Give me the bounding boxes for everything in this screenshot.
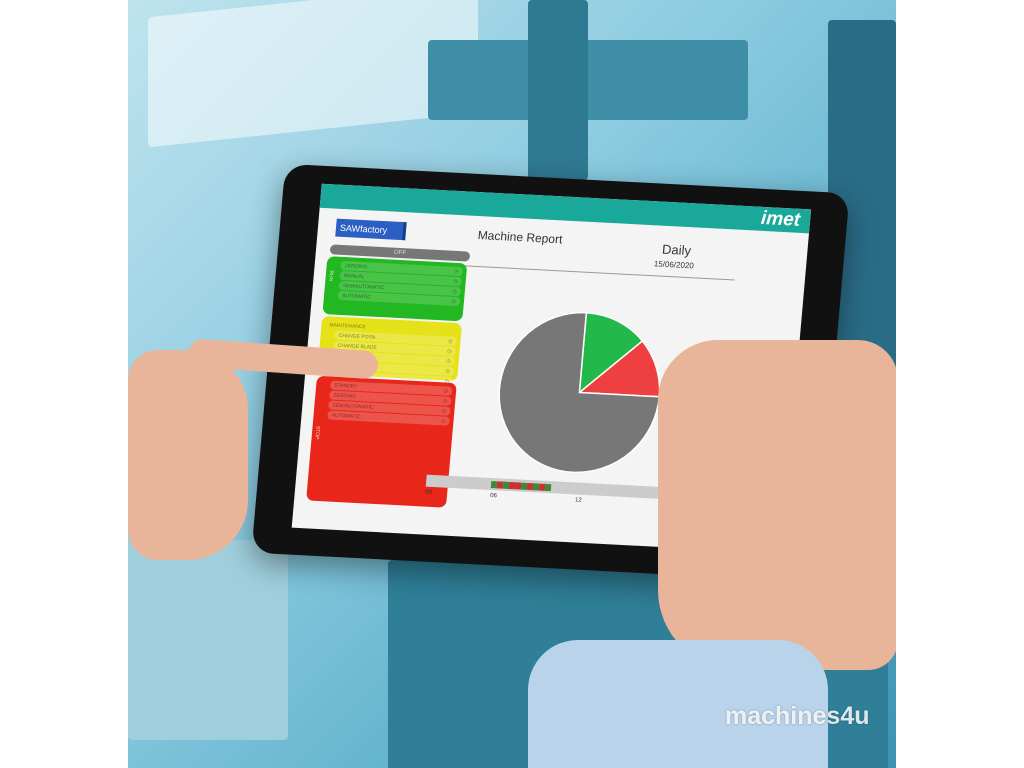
timeline-bar — [490, 481, 552, 492]
status-row-label: SEMIAUTOMATIC — [342, 282, 385, 291]
status-row-label: SEMIAUTOMATIC — [332, 402, 374, 411]
sawfactory-logo: SAWfactory — [335, 218, 407, 241]
clock-icon: ◷ — [446, 348, 452, 355]
photo: imet SAWfactory Machine Report Daily 15/… — [128, 0, 896, 768]
left-hand — [128, 350, 248, 560]
screen: imet SAWfactory Machine Report Daily 15/… — [291, 183, 812, 554]
status-row-label: STANDBY — [333, 382, 358, 390]
status-row-label: ZEROING — [333, 392, 357, 400]
divider — [465, 265, 735, 281]
watermark: machines4u — [725, 702, 870, 730]
stop-panel[interactable]: STOP STANDBY ◷ ZEROING ◷ SEMIAUTOMATIC ◷ AUTOM… — [306, 375, 457, 508]
clock-icon: ◷ — [445, 368, 451, 375]
tablet: imet SAWfactory Machine Report Daily 15/… — [251, 163, 850, 583]
status-row-label: ZEROING — [344, 262, 368, 270]
right-hand — [658, 340, 896, 670]
clock-icon: ◷ — [453, 268, 459, 275]
status-row-label: MANUAL — [343, 272, 365, 280]
clock-icon: ◷ — [447, 338, 453, 345]
status-row-label: AUTOMATIC — [341, 292, 372, 300]
clock-icon: ◷ — [451, 298, 457, 305]
machine-part — [428, 40, 748, 120]
clock-icon: ◷ — [440, 417, 446, 425]
run-panel[interactable]: RUN ZEROING ◷ MANUAL ◷ SEMIAUTOMATIC ◷ AUTOMAT… — [322, 256, 468, 322]
pie-chart — [498, 311, 661, 474]
watermark-domain: .com.au — [930, 728, 973, 742]
sleeve — [528, 640, 828, 768]
pie-slice — [498, 311, 661, 474]
machine-column — [528, 0, 588, 180]
clock-icon: ◷ — [443, 387, 449, 395]
stop-label: STOP — [313, 425, 321, 440]
tick-label: 12 — [574, 497, 582, 504]
status-row-label: CHANGE POSN — [338, 332, 376, 341]
clock-icon: ◷ — [452, 288, 458, 295]
report-date: 15/06/2020 — [653, 259, 695, 271]
run-label: RUN — [327, 270, 335, 282]
clock-icon: ◷ — [441, 407, 447, 415]
clock-icon: ◷ — [446, 358, 451, 365]
brand-logo: imet — [760, 207, 802, 231]
tick-label: 00 — [424, 489, 433, 496]
machine-box — [128, 540, 288, 740]
pie-slice — [578, 312, 644, 395]
page-title: Machine Report — [477, 228, 564, 247]
clock-icon: ◷ — [442, 397, 448, 405]
tick-label: 06 — [489, 493, 498, 500]
clock-icon: ◷ — [453, 278, 458, 285]
timeline-segment — [544, 483, 552, 492]
status-row-label: AUTOMATIC — [331, 412, 361, 420]
period-label: Daily — [661, 241, 692, 259]
